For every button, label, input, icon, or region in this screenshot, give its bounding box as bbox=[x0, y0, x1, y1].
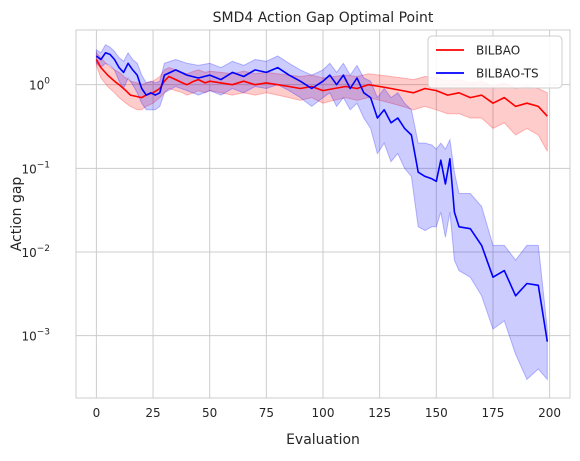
x-tick-label: 200 bbox=[538, 406, 561, 420]
y-tick-exponent: −1 bbox=[37, 160, 50, 170]
y-tick-base: 10 bbox=[21, 246, 36, 260]
series-line-0 bbox=[95, 59, 548, 117]
y-tick-base: 10 bbox=[21, 162, 36, 176]
legend: BILBAO BILBAO-TS bbox=[427, 35, 563, 89]
series-band-1 bbox=[95, 44, 548, 381]
x-tick-label: 150 bbox=[425, 406, 448, 420]
series-line-1 bbox=[95, 51, 549, 342]
y-tick-label: 10−2 bbox=[21, 244, 50, 260]
x-tick-label: 100 bbox=[312, 406, 335, 420]
x-tick-labels: 0 25 50 75 100 125 150 175 200 bbox=[93, 406, 561, 420]
x-tick-label: 25 bbox=[145, 406, 160, 420]
grid bbox=[76, 30, 570, 398]
x-axis-label: Evaluation bbox=[286, 432, 360, 448]
y-tick-exponent: −3 bbox=[37, 328, 50, 338]
legend-box bbox=[427, 35, 563, 89]
series-lines bbox=[95, 51, 549, 342]
x-tick-label: 75 bbox=[259, 406, 274, 420]
y-axis-label: Action gap bbox=[9, 177, 25, 252]
x-tick-label: 50 bbox=[202, 406, 217, 420]
y-tick-base: 10 bbox=[21, 330, 36, 344]
series-band-0 bbox=[95, 51, 548, 152]
x-tick-label: 0 bbox=[93, 406, 101, 420]
y-tick-label: 10−3 bbox=[21, 328, 50, 344]
confidence-bands bbox=[95, 44, 548, 381]
legend-label: BILBAO-TS bbox=[476, 67, 539, 81]
chart-title: SMD4 Action Gap Optimal Point bbox=[213, 10, 434, 26]
legend-label: BILBAO bbox=[476, 44, 520, 58]
y-tick-label: 10−1 bbox=[21, 160, 50, 176]
y-tick-exponent: −2 bbox=[37, 244, 50, 254]
axes-frame bbox=[75, 29, 571, 399]
y-tick-base: 10 bbox=[29, 79, 44, 93]
x-tick-label: 125 bbox=[368, 406, 391, 420]
y-tick-label: 100 bbox=[29, 77, 50, 93]
y-tick-exponent: 0 bbox=[44, 77, 50, 87]
x-tick-label: 175 bbox=[482, 406, 505, 420]
